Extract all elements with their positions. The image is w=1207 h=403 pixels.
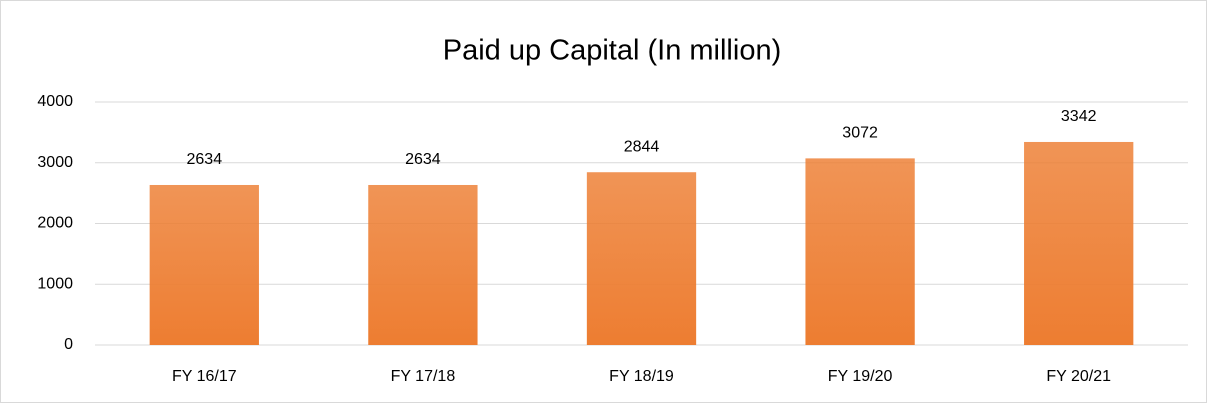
x-tick-label: FY 19/20 <box>828 368 893 385</box>
bar <box>149 184 259 345</box>
y-tick-label: 3000 <box>37 154 73 171</box>
x-tick-label: FY 17/18 <box>391 368 456 385</box>
x-tick-label: FY 18/19 <box>609 368 674 385</box>
bar <box>368 184 478 345</box>
bar <box>586 172 697 345</box>
data-label: 3342 <box>1061 108 1097 125</box>
y-tick-label: 0 <box>64 336 73 353</box>
x-tick-label: FY 16/17 <box>172 368 237 385</box>
data-label: 2844 <box>624 138 660 155</box>
bar <box>805 158 915 345</box>
data-label: 3072 <box>842 125 878 142</box>
y-tick-label: 2000 <box>37 215 73 232</box>
data-label: 2634 <box>187 151 223 168</box>
y-tick-label: 4000 <box>37 93 73 110</box>
data-label: 2634 <box>405 151 441 168</box>
bar <box>1024 141 1134 345</box>
chart-title: Paid up Capital (In million) <box>443 35 781 67</box>
x-tick-label: FY 20/21 <box>1046 368 1111 385</box>
y-tick-label: 1000 <box>37 275 73 292</box>
